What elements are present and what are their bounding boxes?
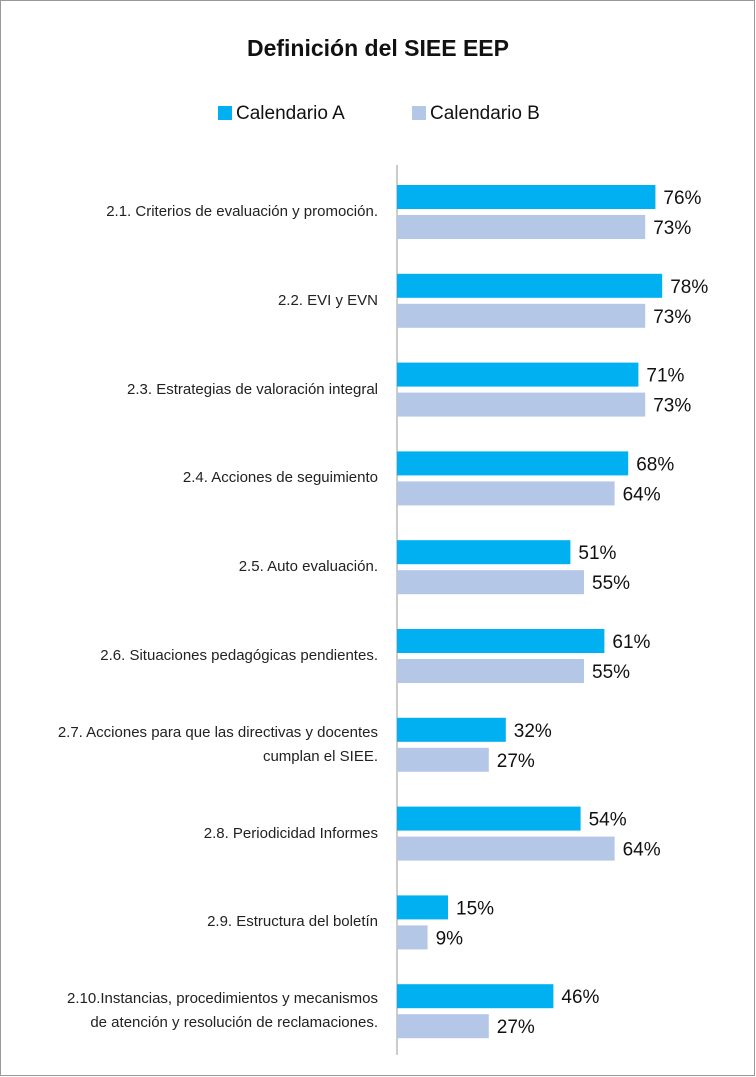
value-label: 61% (612, 632, 650, 653)
category-label: 2.10.Instancias, procedimientos y mecani… (67, 990, 378, 1032)
bar (397, 747, 489, 772)
category-label: 2.5. Auto evaluación. (238, 558, 378, 576)
value-label: 55% (592, 662, 630, 683)
bar (397, 717, 506, 742)
value-label: 27% (497, 751, 535, 772)
value-label: 78% (670, 277, 708, 298)
category-label: 2.6. Situaciones pedagógicas pendientes. (100, 647, 378, 664)
value-label: 54% (589, 810, 627, 831)
bar (397, 540, 571, 565)
legend-label: Calendario B (430, 103, 540, 124)
bar (397, 925, 428, 950)
bar (397, 659, 584, 683)
legend-swatch (412, 106, 426, 120)
bar (397, 984, 554, 1009)
value-label: 51% (578, 543, 616, 564)
value-label: 68% (636, 454, 674, 475)
bar (397, 303, 646, 328)
bar (397, 273, 663, 298)
chart-title: Definición del SIEE EEP (247, 35, 509, 61)
bar (397, 570, 584, 595)
bar (397, 185, 656, 209)
value-label: 73% (653, 396, 691, 417)
category-label: 2.1. Criterios de evaluación y promoción… (106, 203, 378, 220)
legend-swatch (218, 106, 232, 120)
category-label: 2.3. Estrategias de valoración integral (127, 380, 378, 398)
bar (397, 362, 639, 387)
bar (397, 215, 646, 239)
value-label: 64% (623, 840, 661, 861)
value-label: 15% (456, 898, 494, 919)
value-label: 55% (592, 573, 630, 594)
value-label: 32% (514, 721, 552, 742)
value-label: 76% (663, 188, 701, 209)
category-label: 2.2. EVI y EVN (277, 291, 378, 309)
category-label: 2.4. Acciones de seguimiento (182, 469, 378, 487)
bar (397, 392, 646, 417)
value-label: 73% (653, 307, 691, 328)
bar (397, 836, 615, 861)
category-label: 2.7. Acciones para que las directivas y … (57, 723, 378, 765)
value-label: 46% (561, 987, 599, 1008)
category-label: 2.8. Periodicidad Informes (203, 824, 378, 842)
bar (397, 806, 581, 831)
legend-label: Calendario A (236, 103, 345, 124)
category-label: 2.9. Estructura del boletín (207, 913, 378, 931)
bar (397, 629, 605, 653)
bar (397, 481, 615, 506)
value-label: 64% (623, 484, 661, 505)
value-label: 9% (436, 928, 464, 949)
value-label: 73% (653, 218, 691, 239)
bar (397, 1014, 489, 1039)
value-label: 27% (497, 1017, 535, 1038)
bar (397, 895, 448, 920)
bar (397, 451, 629, 476)
value-label: 71% (646, 366, 684, 387)
